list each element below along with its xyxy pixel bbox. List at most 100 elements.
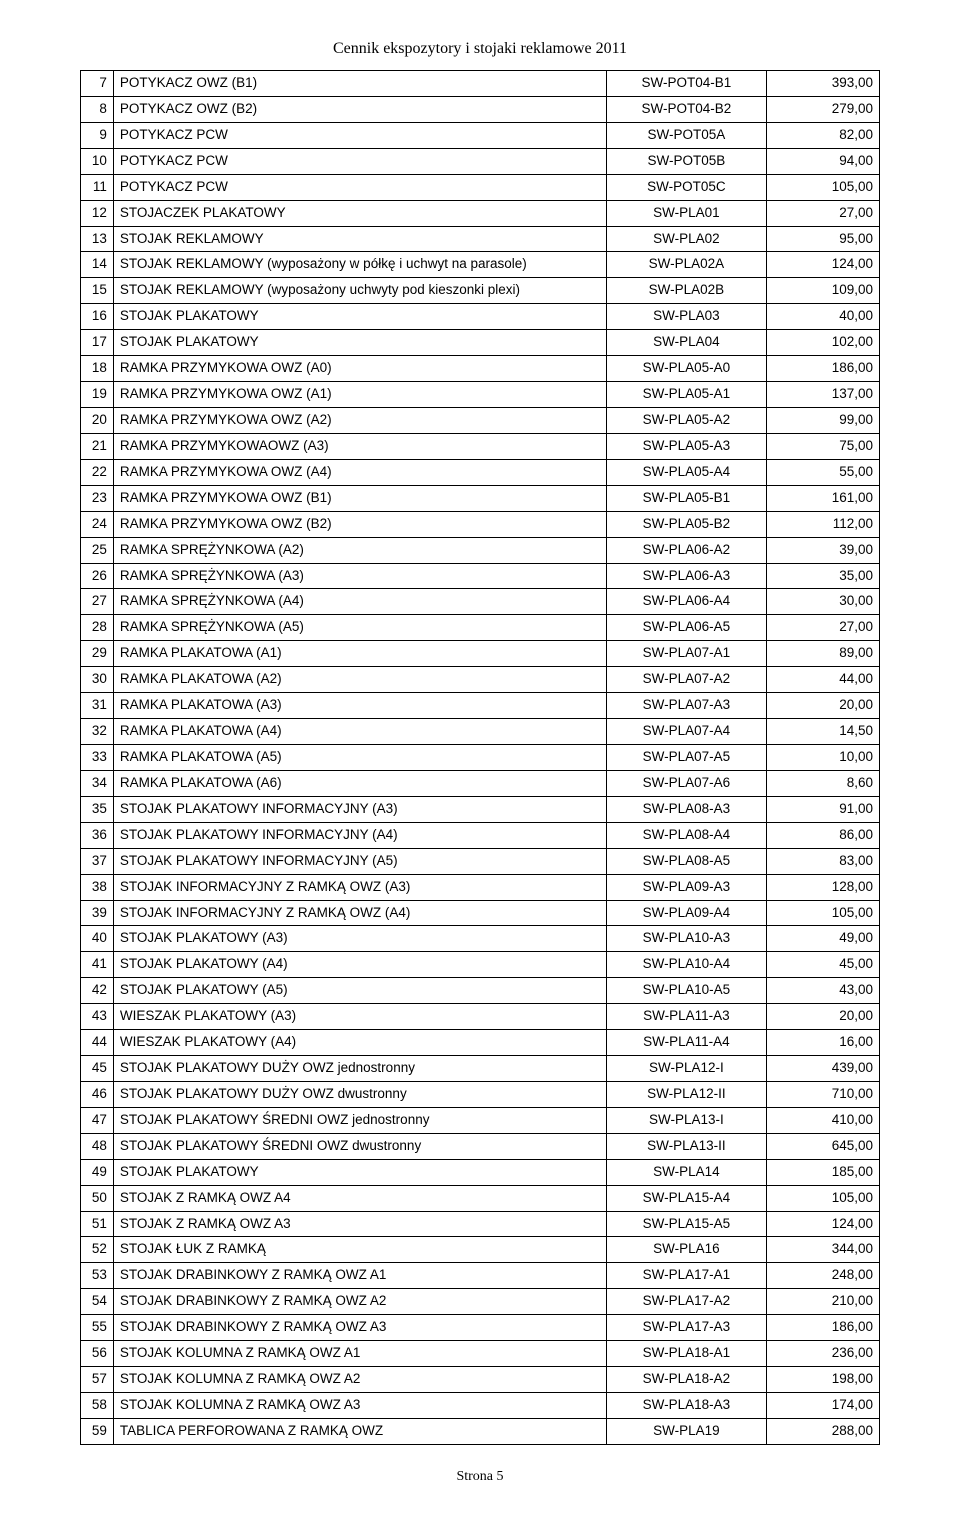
table-row: 11POTYKACZ PCWSW-POT05C105,00 — [81, 174, 880, 200]
row-number: 54 — [81, 1289, 114, 1315]
row-number: 45 — [81, 1056, 114, 1082]
product-name: RAMKA SPRĘŻYNKOWA (A3) — [113, 563, 606, 589]
product-code: SW-POT05A — [606, 122, 766, 148]
table-row: 10POTYKACZ PCWSW-POT05B94,00 — [81, 148, 880, 174]
table-row: 34RAMKA PLAKATOWA (A6)SW-PLA07-A68,60 — [81, 770, 880, 796]
row-number: 53 — [81, 1263, 114, 1289]
table-row: 52STOJAK ŁUK Z RAMKĄSW-PLA16344,00 — [81, 1237, 880, 1263]
product-price: 185,00 — [767, 1159, 880, 1185]
product-code: SW-PLA03 — [606, 304, 766, 330]
table-row: 31RAMKA PLAKATOWA (A3)SW-PLA07-A320,00 — [81, 693, 880, 719]
row-number: 40 — [81, 926, 114, 952]
product-code: SW-PLA15-A5 — [606, 1211, 766, 1237]
row-number: 47 — [81, 1107, 114, 1133]
table-row: 54STOJAK DRABINKOWY Z RAMKĄ OWZ A2SW-PLA… — [81, 1289, 880, 1315]
product-price: 16,00 — [767, 1030, 880, 1056]
row-number: 59 — [81, 1418, 114, 1444]
product-price: 30,00 — [767, 589, 880, 615]
table-row: 36STOJAK PLAKATOWY INFORMACYJNY (A4)SW-P… — [81, 822, 880, 848]
table-row: 51STOJAK Z RAMKĄ OWZ A3SW-PLA15-A5124,00 — [81, 1211, 880, 1237]
table-row: 14STOJAK REKLAMOWY (wyposażony w półkę i… — [81, 252, 880, 278]
row-number: 23 — [81, 485, 114, 511]
table-row: 25RAMKA SPRĘŻYNKOWA (A2)SW-PLA06-A239,00 — [81, 537, 880, 563]
product-name: RAMKA SPRĘŻYNKOWA (A4) — [113, 589, 606, 615]
product-code: SW-POT05C — [606, 174, 766, 200]
row-number: 43 — [81, 1004, 114, 1030]
row-number: 34 — [81, 770, 114, 796]
table-row: 43WIESZAK PLAKATOWY (A3)SW-PLA11-A320,00 — [81, 1004, 880, 1030]
product-price: 44,00 — [767, 667, 880, 693]
product-name: RAMKA PRZYMYKOWAOWZ (A3) — [113, 433, 606, 459]
product-code: SW-PLA19 — [606, 1418, 766, 1444]
product-name: STOJAK PLAKATOWY INFORMACYJNY (A3) — [113, 796, 606, 822]
product-name: STOJAK PLAKATOWY INFORMACYJNY (A4) — [113, 822, 606, 848]
product-name: STOJAK PLAKATOWY DUŻY OWZ jednostronny — [113, 1056, 606, 1082]
row-number: 35 — [81, 796, 114, 822]
product-code: SW-PLA05-B1 — [606, 485, 766, 511]
product-code: SW-PLA08-A4 — [606, 822, 766, 848]
page: Cennik ekspozytory i stojaki reklamowe 2… — [0, 0, 960, 1515]
row-number: 57 — [81, 1367, 114, 1393]
table-row: 38STOJAK INFORMACYJNY Z RAMKĄ OWZ (A3)SW… — [81, 874, 880, 900]
product-price: 288,00 — [767, 1418, 880, 1444]
product-name: RAMKA PRZYMYKOWA OWZ (B1) — [113, 485, 606, 511]
product-code: SW-PLA08-A5 — [606, 848, 766, 874]
product-code: SW-PLA05-A2 — [606, 407, 766, 433]
product-code: SW-PLA09-A3 — [606, 874, 766, 900]
product-price: 102,00 — [767, 330, 880, 356]
row-number: 58 — [81, 1393, 114, 1419]
product-name: STOJAK DRABINKOWY Z RAMKĄ OWZ A2 — [113, 1289, 606, 1315]
product-name: STOJAK INFORMACYJNY Z RAMKĄ OWZ (A3) — [113, 874, 606, 900]
product-name: STOJAK DRABINKOWY Z RAMKĄ OWZ A1 — [113, 1263, 606, 1289]
product-code: SW-PLA06-A4 — [606, 589, 766, 615]
table-row: 59TABLICA PERFOROWANA Z RAMKĄ OWZSW-PLA1… — [81, 1418, 880, 1444]
table-row: 57STOJAK KOLUMNA Z RAMKĄ OWZ A2SW-PLA18-… — [81, 1367, 880, 1393]
product-code: SW-PLA05-A1 — [606, 382, 766, 408]
table-row: 32RAMKA PLAKATOWA (A4)SW-PLA07-A414,50 — [81, 719, 880, 745]
table-row: 13STOJAK REKLAMOWYSW-PLA0295,00 — [81, 226, 880, 252]
product-price: 186,00 — [767, 356, 880, 382]
table-row: 58STOJAK KOLUMNA Z RAMKĄ OWZ A3SW-PLA18-… — [81, 1393, 880, 1419]
product-code: SW-PLA07-A2 — [606, 667, 766, 693]
row-number: 56 — [81, 1341, 114, 1367]
product-name: RAMKA PLAKATOWA (A2) — [113, 667, 606, 693]
product-price: 49,00 — [767, 926, 880, 952]
product-name: RAMKA SPRĘŻYNKOWA (A5) — [113, 615, 606, 641]
product-name: WIESZAK PLAKATOWY (A3) — [113, 1004, 606, 1030]
product-code: SW-PLA05-A4 — [606, 459, 766, 485]
product-name: STOJAK ŁUK Z RAMKĄ — [113, 1237, 606, 1263]
product-name: STOJAK PLAKATOWY ŚREDNI OWZ jednostronny — [113, 1107, 606, 1133]
product-name: STOJAK PLAKATOWY ŚREDNI OWZ dwustronny — [113, 1133, 606, 1159]
product-code: SW-PLA01 — [606, 200, 766, 226]
product-name: STOJAK PLAKATOWY — [113, 304, 606, 330]
product-price: 210,00 — [767, 1289, 880, 1315]
table-row: 41STOJAK PLAKATOWY (A4)SW-PLA10-A445,00 — [81, 952, 880, 978]
product-price: 20,00 — [767, 693, 880, 719]
table-row: 50STOJAK Z RAMKĄ OWZ A4SW-PLA15-A4105,00 — [81, 1185, 880, 1211]
product-code: SW-PLA07-A3 — [606, 693, 766, 719]
table-row: 19RAMKA PRZYMYKOWA OWZ (A1)SW-PLA05-A113… — [81, 382, 880, 408]
product-code: SW-PLA11-A4 — [606, 1030, 766, 1056]
row-number: 44 — [81, 1030, 114, 1056]
table-row: 8POTYKACZ OWZ (B2)SW-POT04-B2279,00 — [81, 96, 880, 122]
table-row: 40STOJAK PLAKATOWY (A3)SW-PLA10-A349,00 — [81, 926, 880, 952]
product-code: SW-POT04-B2 — [606, 96, 766, 122]
table-row: 22RAMKA PRZYMYKOWA OWZ (A4)SW-PLA05-A455… — [81, 459, 880, 485]
table-row: 46STOJAK PLAKATOWY DUŻY OWZ dwustronnySW… — [81, 1081, 880, 1107]
row-number: 32 — [81, 719, 114, 745]
product-price: 40,00 — [767, 304, 880, 330]
table-row: 24RAMKA PRZYMYKOWA OWZ (B2)SW-PLA05-B211… — [81, 511, 880, 537]
product-price: 105,00 — [767, 1185, 880, 1211]
row-number: 9 — [81, 122, 114, 148]
table-row: 44WIESZAK PLAKATOWY (A4)SW-PLA11-A416,00 — [81, 1030, 880, 1056]
product-name: STOJAK REKLAMOWY (wyposażony uchwyty pod… — [113, 278, 606, 304]
table-row: 30RAMKA PLAKATOWA (A2)SW-PLA07-A244,00 — [81, 667, 880, 693]
product-name: RAMKA PRZYMYKOWA OWZ (A1) — [113, 382, 606, 408]
product-name: STOJAK Z RAMKĄ OWZ A3 — [113, 1211, 606, 1237]
product-name: STOJAK PLAKATOWY (A5) — [113, 978, 606, 1004]
table-row: 53STOJAK DRABINKOWY Z RAMKĄ OWZ A1SW-PLA… — [81, 1263, 880, 1289]
product-code: SW-PLA02B — [606, 278, 766, 304]
product-price: 279,00 — [767, 96, 880, 122]
table-row: 21RAMKA PRZYMYKOWAOWZ (A3)SW-PLA05-A375,… — [81, 433, 880, 459]
row-number: 29 — [81, 641, 114, 667]
